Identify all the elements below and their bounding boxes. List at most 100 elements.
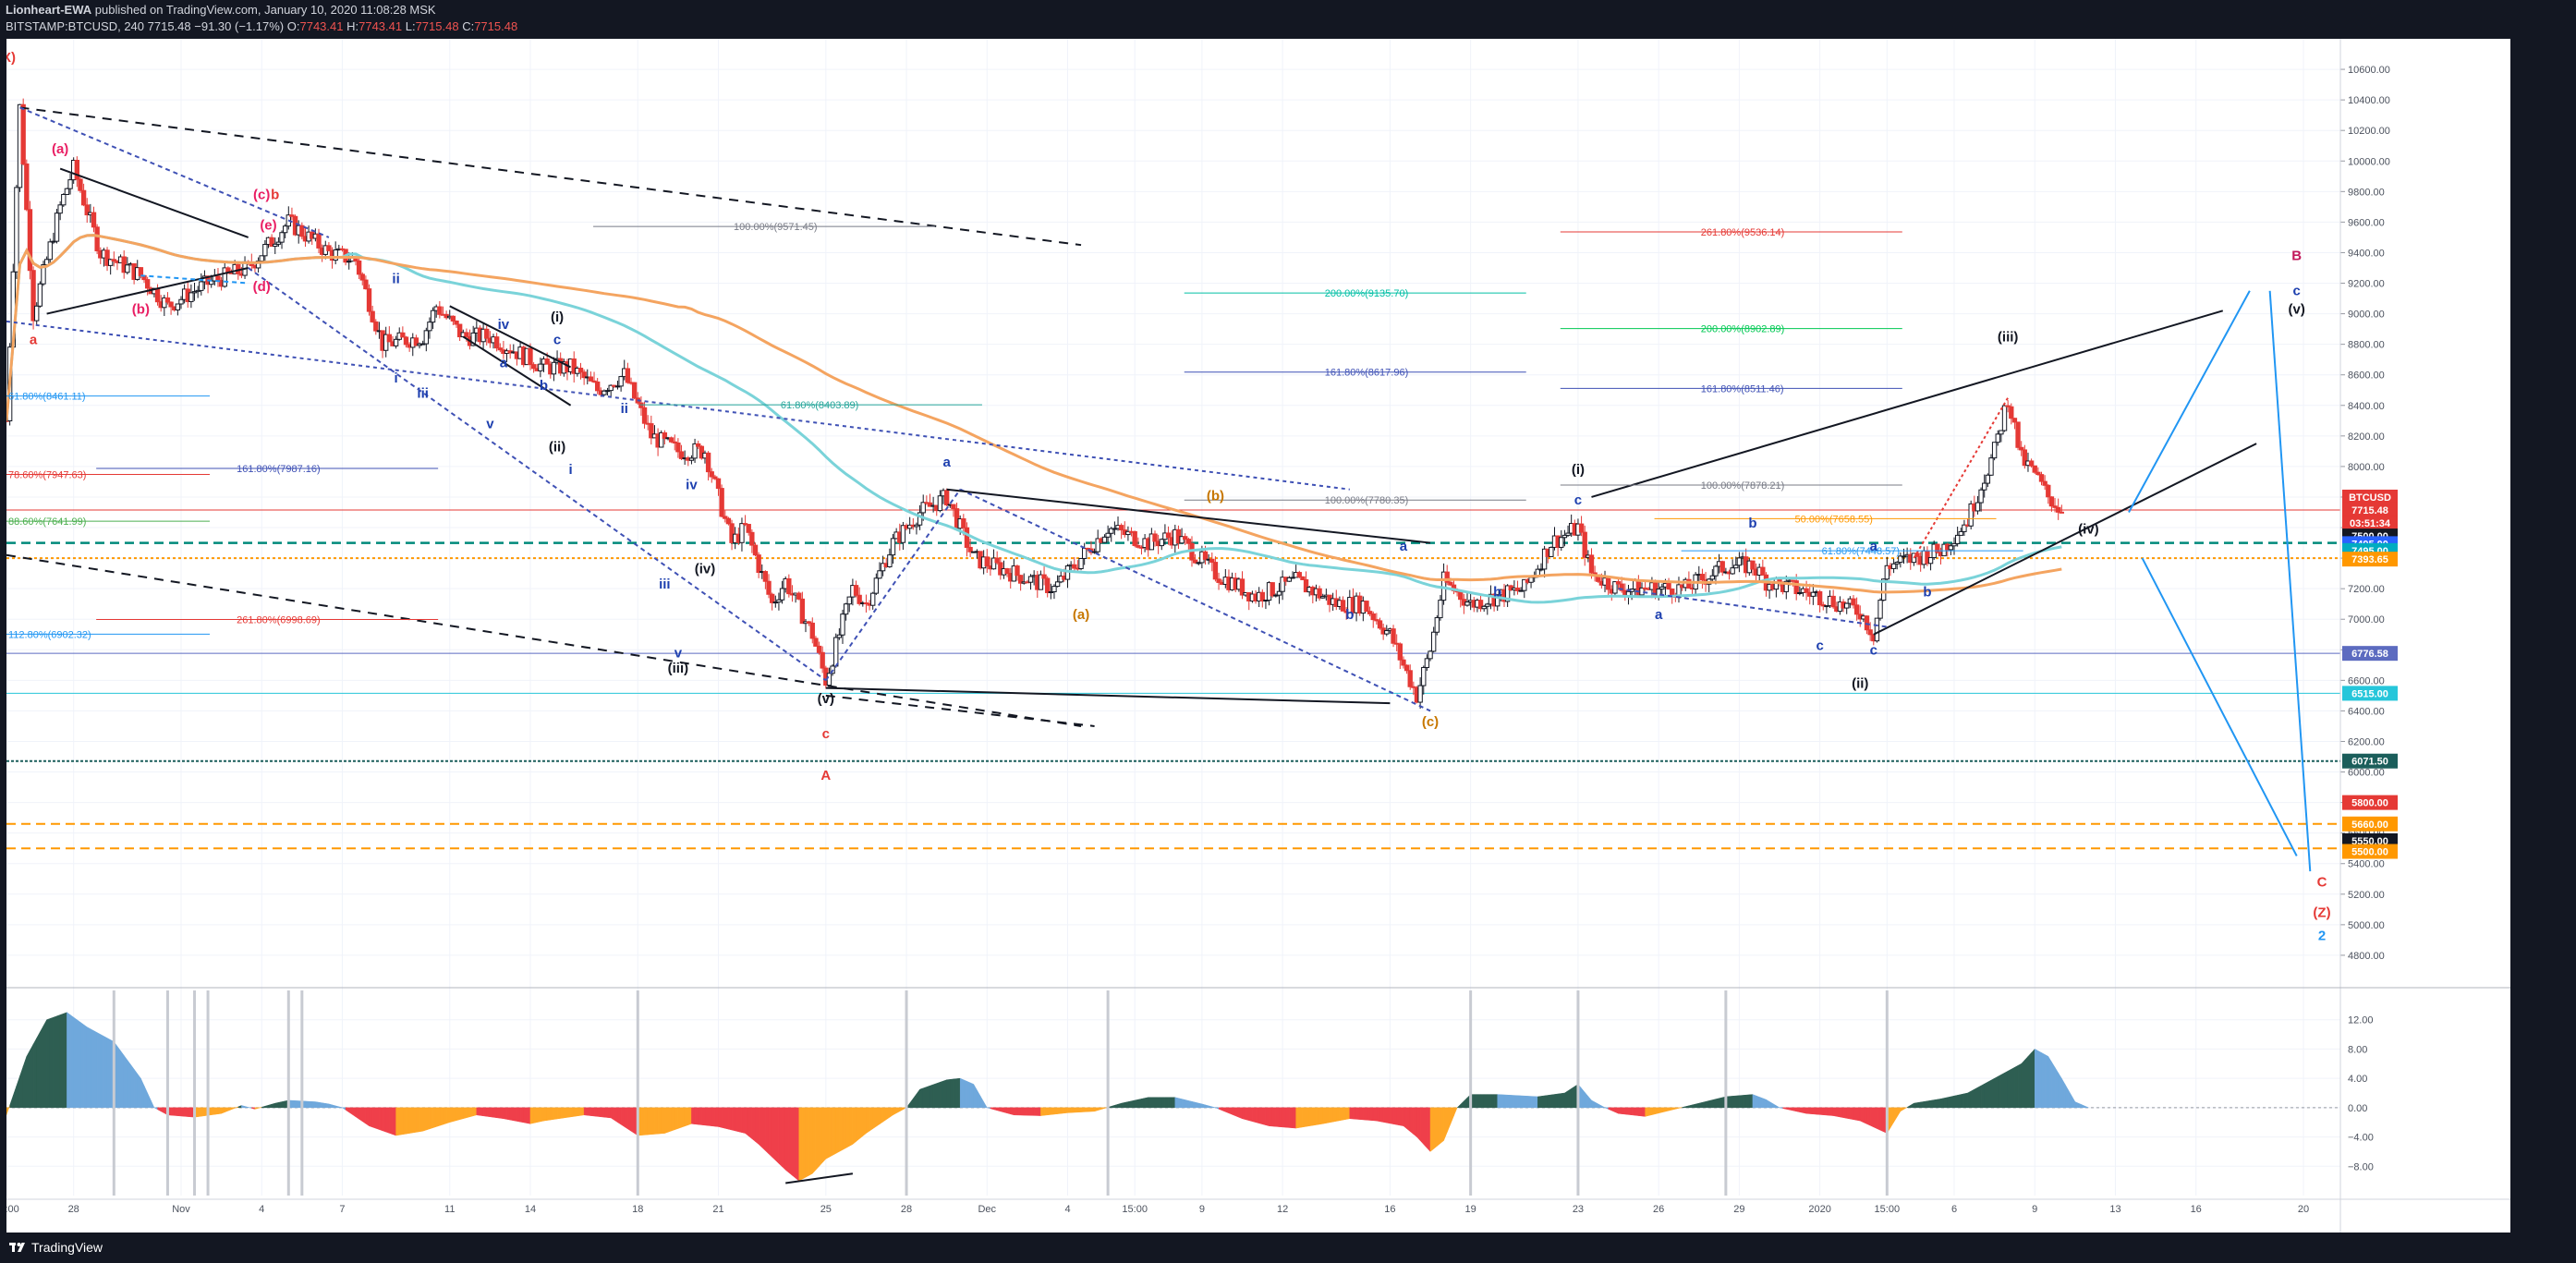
trend-line[interactable] bbox=[946, 488, 1431, 544]
osc-area-segment bbox=[556, 1107, 561, 1120]
wave-label: (a) bbox=[52, 141, 68, 157]
osc-area-segment bbox=[747, 1107, 753, 1140]
osc-area-segment bbox=[527, 1107, 531, 1124]
price-badge[interactable] bbox=[2342, 795, 2398, 810]
price-badge[interactable] bbox=[2342, 844, 2398, 859]
trend-line[interactable] bbox=[959, 488, 1431, 712]
candle-body bbox=[464, 332, 469, 337]
osc-area-segment bbox=[362, 1107, 367, 1124]
author-name[interactable]: Lionheart-EWA bbox=[6, 3, 92, 17]
osc-area-segment bbox=[946, 1079, 951, 1109]
symbol-name: BITSTAMP:BTCUSD, 240 bbox=[6, 19, 145, 33]
trend-line[interactable] bbox=[19, 106, 330, 238]
price-badge[interactable] bbox=[2342, 489, 2398, 504]
osc-area-segment bbox=[398, 1107, 404, 1135]
candle-body bbox=[951, 504, 956, 510]
price-badge[interactable] bbox=[2342, 646, 2398, 662]
trend-line[interactable] bbox=[825, 489, 962, 681]
osc-divergence-line[interactable] bbox=[785, 1172, 854, 1184]
candle-body bbox=[1216, 578, 1221, 583]
candle-body bbox=[1958, 530, 1963, 536]
osc-area-segment bbox=[1201, 1103, 1206, 1109]
osc-area-segment bbox=[560, 1107, 565, 1119]
publish-line: Lionheart-EWA published on TradingView.c… bbox=[6, 3, 436, 17]
trend-line[interactable] bbox=[59, 167, 249, 238]
price-badge[interactable] bbox=[2342, 686, 2398, 701]
osc-area-segment bbox=[1326, 1107, 1331, 1123]
trend-line[interactable] bbox=[2141, 557, 2298, 856]
candle-body bbox=[678, 451, 685, 459]
osc-area-segment bbox=[664, 1107, 669, 1134]
trend-line[interactable] bbox=[1591, 310, 2224, 498]
osc-area-segment bbox=[959, 1077, 965, 1109]
osc-area-segment bbox=[654, 1107, 659, 1135]
price-badge-label: BTCUSD bbox=[2349, 492, 2391, 504]
trend-line[interactable] bbox=[2128, 290, 2251, 513]
candle-body bbox=[776, 599, 782, 603]
candle-body bbox=[659, 431, 664, 448]
candle-body bbox=[1810, 591, 1817, 597]
osc-area-segment bbox=[845, 1107, 850, 1148]
osc-area-segment bbox=[1168, 1097, 1173, 1109]
osc-area-segment bbox=[1584, 1091, 1589, 1109]
candle-body bbox=[762, 571, 769, 582]
osc-y-tick-label: 0.00 bbox=[2348, 1103, 2367, 1114]
trend-line[interactable] bbox=[2268, 290, 2312, 872]
trend-line[interactable] bbox=[46, 267, 249, 315]
chart-panel[interactable]: 100.00%(9571.45) 61.80%(8461.11) 61.80%(84… bbox=[6, 39, 2510, 1233]
candle-body bbox=[746, 524, 751, 533]
trend-line[interactable] bbox=[462, 335, 572, 407]
osc-area-segment bbox=[627, 1107, 632, 1132]
candle-body bbox=[675, 442, 681, 453]
candle-body bbox=[74, 159, 80, 180]
candle-body bbox=[1619, 583, 1624, 591]
tradingview-logo-icon[interactable] bbox=[9, 1240, 26, 1255]
moving-average-fast bbox=[6, 234, 2062, 604]
price-badge[interactable] bbox=[2342, 516, 2398, 531]
osc-area-segment bbox=[106, 1038, 111, 1109]
osc-area-segment bbox=[741, 1107, 746, 1134]
price-badge[interactable] bbox=[2342, 502, 2398, 517]
chart-canvas[interactable]: 100.00%(9571.45) 61.80%(8461.11) 61.80%(84… bbox=[6, 39, 2510, 1233]
trend-line[interactable] bbox=[248, 267, 827, 682]
osc-area-segment bbox=[1618, 1107, 1622, 1114]
candle-body bbox=[222, 267, 227, 287]
osc-area-segment bbox=[1524, 1095, 1528, 1109]
trend-line[interactable] bbox=[1618, 588, 1888, 628]
axes: 10600.00 10400.00 10200.00 10000.00 9800.00 9… bbox=[6, 39, 2510, 1233]
osc-area-segment bbox=[1271, 1107, 1277, 1127]
osc-area-segment bbox=[1154, 1097, 1159, 1109]
trend-line[interactable] bbox=[825, 686, 1391, 705]
trend-line[interactable] bbox=[1873, 443, 2257, 636]
osc-area-segment bbox=[116, 1045, 121, 1109]
osc-area-segment bbox=[1027, 1107, 1031, 1116]
osc-area-segment bbox=[1937, 1099, 1941, 1109]
footer-brand[interactable]: TradingView bbox=[31, 1240, 103, 1255]
osc-area-segment bbox=[1453, 1107, 1458, 1116]
fib-level-label: 161.80%(8617.96) bbox=[1325, 368, 1409, 379]
price-badge[interactable] bbox=[2342, 753, 2398, 769]
trend-line[interactable] bbox=[19, 106, 1082, 247]
candle-body bbox=[688, 457, 695, 461]
candle-body bbox=[1434, 617, 1440, 633]
y-tick-label: 7200.00 bbox=[2348, 584, 2385, 595]
osc-area-segment bbox=[977, 1088, 981, 1109]
x-tick-label: 19 bbox=[1465, 1204, 1476, 1215]
candle-body bbox=[1374, 619, 1379, 622]
osc-area-segment bbox=[889, 1107, 893, 1118]
price-badge[interactable] bbox=[2342, 552, 2398, 567]
candle-body bbox=[528, 347, 533, 366]
trend-line[interactable] bbox=[825, 694, 1095, 727]
trend-line[interactable] bbox=[6, 553, 1082, 727]
osc-area-segment bbox=[402, 1107, 407, 1135]
osc-area-segment bbox=[1850, 1107, 1854, 1121]
candle-body bbox=[1719, 561, 1725, 573]
trend-line[interactable] bbox=[449, 305, 572, 369]
price-badge[interactable] bbox=[2342, 816, 2398, 832]
osc-area-segment bbox=[1336, 1107, 1341, 1122]
candle-body bbox=[2046, 484, 2051, 498]
osc-area-segment bbox=[1920, 1101, 1925, 1109]
trend-line[interactable] bbox=[140, 274, 249, 285]
candle-body bbox=[1995, 433, 2000, 443]
osc-area-segment bbox=[795, 1107, 799, 1182]
